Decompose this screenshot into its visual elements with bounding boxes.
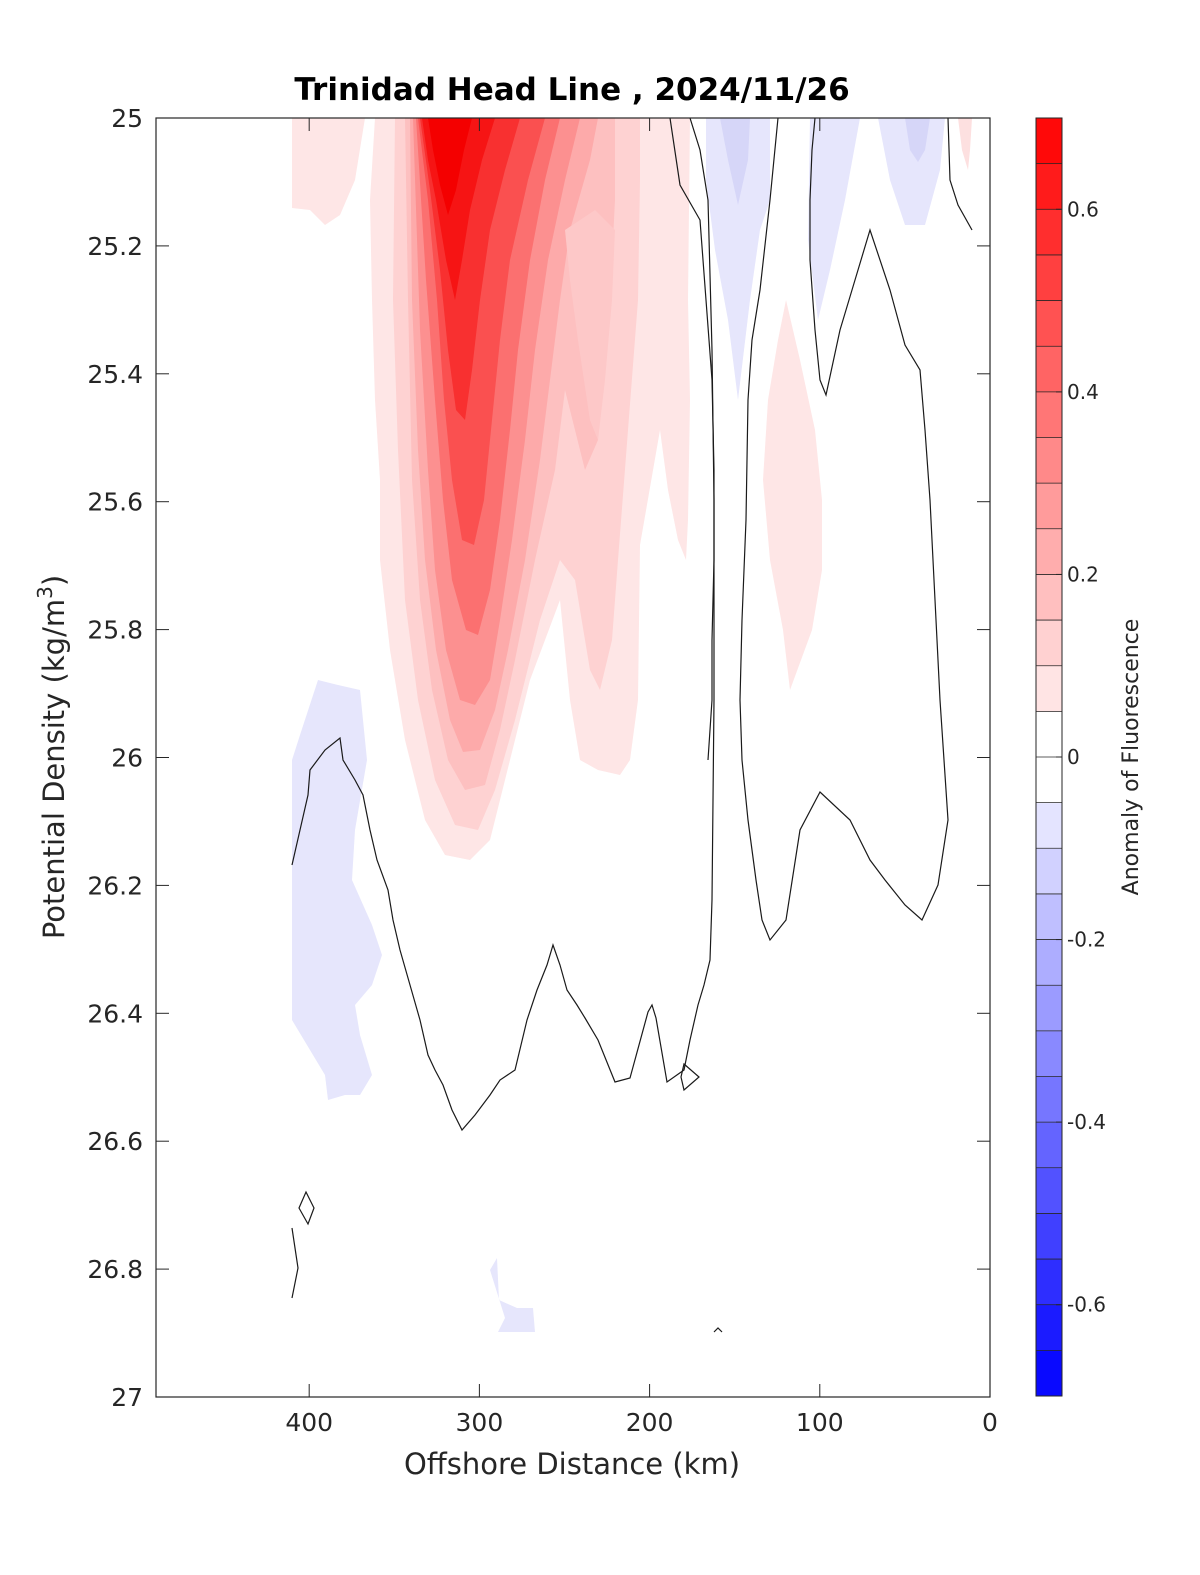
colorbar-band	[1036, 893, 1062, 941]
y-tick-label: 25.8	[87, 616, 143, 645]
colorbar-band	[1036, 665, 1062, 712]
y-tick-label: 26.8	[87, 1255, 143, 1284]
colorbar-band	[1036, 254, 1062, 302]
colorbar-band	[1036, 437, 1062, 484]
y-tick-label: 26.4	[87, 999, 143, 1028]
colorbar-band	[1036, 802, 1062, 849]
colorbar-band	[1036, 848, 1062, 895]
colorbar-band	[1036, 163, 1062, 210]
zero-contour-second	[739, 118, 949, 942]
colorbar-band	[1036, 1304, 1062, 1351]
negative-anomaly-patch-midshelf	[706, 118, 770, 400]
colorbar-band	[1036, 118, 1062, 165]
y-tick-label: 25.6	[87, 488, 143, 517]
negative-anomaly-patch-darker-2	[905, 118, 930, 162]
x-tick-label: 400	[285, 1408, 333, 1437]
x-axis-label: Offshore Distance (km)	[404, 1447, 740, 1481]
positive-anomaly-lobe-mid	[565, 210, 615, 440]
zero-contour-tiny	[713, 1327, 723, 1333]
colorbar-band	[1036, 1122, 1062, 1169]
colorbar-label: Anomaly of Fluorescence	[1119, 619, 1144, 896]
colorbar	[1036, 118, 1062, 1397]
negative-anomaly-patch-coastal	[878, 118, 945, 225]
y-axis-label: Potential Density (kg/m3)	[33, 575, 71, 939]
y-tick-label: 26	[111, 744, 143, 773]
colorbar-tick-label: -0.2	[1067, 928, 1106, 952]
colorbar-tick-label: -0.6	[1067, 1293, 1106, 1317]
colorbar-band	[1036, 1350, 1062, 1397]
negative-anomaly-patch-darker	[720, 118, 750, 205]
y-tick-label: 25.4	[87, 360, 143, 389]
colorbar-band	[1036, 1259, 1062, 1306]
colorbar-tick-label: 0	[1067, 745, 1080, 769]
colorbar-tick-label: -0.4	[1067, 1110, 1106, 1134]
y-axis: 25 25.2 25.4 25.6 25.8 26 26.2 26.4 26.6 26.8 27	[87, 104, 990, 1412]
colorbar-frame	[1035, 117, 1063, 1397]
y-tick-label: 25.2	[87, 232, 143, 261]
colorbar-band	[1036, 300, 1062, 347]
colorbar-band	[1036, 985, 1062, 1032]
colorbar-tick-label: 0.2	[1067, 562, 1099, 586]
zero-contour-small-diamond	[680, 1062, 700, 1092]
colorbar-band	[1036, 1076, 1062, 1123]
colorbar-band	[1036, 528, 1062, 575]
positive-anomaly-coastal-sliver	[958, 118, 972, 170]
colorbar-band	[1036, 483, 1062, 530]
colorbar-tick-label: 0.6	[1067, 197, 1099, 221]
filled-contours	[292, 118, 972, 1332]
colorbar-band	[1036, 757, 1062, 804]
colorbar-band	[1036, 939, 1062, 986]
colorbar-tick-label: 0.4	[1067, 380, 1099, 404]
colorbar-band	[1036, 711, 1062, 758]
colorbar-ticks: 0.6 0.4 0.2 0 -0.2 -0.4 -0.6	[1056, 197, 1106, 1317]
colorbar-band	[1036, 1030, 1062, 1077]
x-tick-label: 100	[796, 1408, 844, 1437]
negative-anomaly-patch-offshore	[292, 680, 382, 1100]
colorbar-band	[1036, 209, 1062, 256]
colorbar-band	[1036, 620, 1062, 667]
x-tick-label: 0	[982, 1408, 998, 1437]
x-tick-label: 200	[626, 1408, 674, 1437]
y-tick-label: 26.6	[87, 1127, 143, 1156]
y-tick-label: 26.2	[87, 871, 143, 900]
colorbar-band	[1036, 391, 1062, 438]
colorbar-band	[1036, 574, 1062, 621]
colorbar-band	[1036, 1167, 1062, 1214]
zero-contour-first	[669, 118, 715, 761]
zero-contour-deep-offshore	[298, 1190, 315, 1226]
colorbar-band	[1036, 1213, 1062, 1260]
negative-anomaly-patch-deep	[490, 1258, 535, 1332]
zero-contour-lines	[291, 118, 973, 1333]
y-tick-label: 25	[111, 104, 143, 133]
positive-anomaly-core	[428, 118, 472, 215]
positive-anomaly-level-0	[292, 118, 365, 225]
x-axis: 400 300 200 100 0	[285, 118, 998, 1437]
y-tick-label: 27	[111, 1383, 143, 1412]
colorbar-band	[1036, 346, 1062, 393]
chart-title: Trinidad Head Line , 2024/11/26	[294, 72, 849, 108]
zero-contour-deep-squiggle	[291, 1227, 299, 1299]
zero-contour-coastal	[947, 118, 973, 231]
negative-anomaly-patch-inner	[808, 118, 860, 320]
x-tick-label: 300	[456, 1408, 504, 1437]
positive-anomaly-lobe-inner	[763, 300, 822, 690]
zero-contour-main	[291, 118, 715, 1132]
